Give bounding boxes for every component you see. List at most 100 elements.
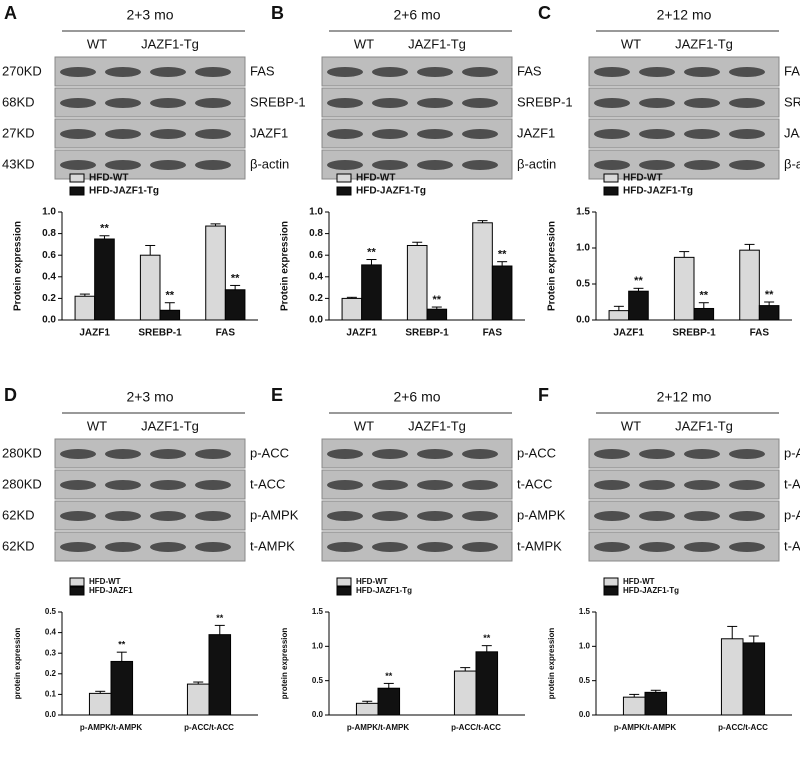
significance: ** [700,290,709,302]
legend-swatch [603,173,619,183]
y-tick-label: 0.5 [312,676,324,685]
legend-label: HFD-WT [356,173,395,184]
y-tick-label: 0.0 [45,710,57,719]
legend-label: HFD-WT [356,577,388,586]
bar [139,254,161,321]
blot-band [417,129,453,139]
blot-band [594,542,630,552]
blot-band [195,129,231,139]
blot-band [729,129,765,139]
significance: ** [100,223,109,235]
y-tick-label: 0.5 [45,607,57,616]
y-tick-label: 0.6 [309,250,323,261]
blot-band [105,129,141,139]
band-name: JAZF1 [250,125,288,140]
x-tick-label: p-AMPK/t-AMPK [80,723,142,732]
legend-label: HFD-JAZF1-Tg [356,586,412,595]
band-name: t-ACC [784,476,800,491]
group-label: WT [87,418,107,433]
legend-swatch [336,577,352,587]
band-name: β-actin [250,156,289,171]
band-name: t-AMPK [250,538,295,553]
band-name: t-AMPK [517,538,562,553]
legend-label: HFD-WT [623,173,662,184]
blot-band [729,67,765,77]
blot-band [684,449,720,459]
bar [453,670,477,716]
significance: ** [231,272,240,284]
blot-band [417,160,453,170]
legend-label: HFD-WT [89,577,121,586]
x-tick-label: SREBP-1 [405,328,449,339]
bar [426,308,448,321]
panel-label: E [271,385,283,405]
blot-band [684,511,720,521]
band-name: p-ACC [517,445,556,460]
y-tick-label: 0.0 [579,710,591,719]
y-tick-label: 0.4 [42,271,56,282]
bar [739,249,760,321]
blot-band [417,542,453,552]
bar [720,638,744,716]
blot-band [150,67,186,77]
blot-band [105,542,141,552]
blot-band [729,160,765,170]
blot-band [327,449,363,459]
bar [186,683,210,716]
y-tick-label: 0.2 [309,293,323,304]
blot-band [105,480,141,490]
blot-band [639,542,675,552]
band-name: SREBP-1 [517,94,573,109]
y-tick-label: 1.0 [579,641,591,650]
y-axis-label: Protein expression [13,221,24,311]
y-tick-label: 0.4 [309,271,323,282]
y-tick-label: 0.0 [309,315,323,326]
blot-band [417,98,453,108]
bar [74,295,96,321]
panel-label: A [4,3,17,23]
bar [208,634,232,716]
band-name: SREBP-1 [784,94,800,109]
y-tick-label: 0.8 [309,228,323,239]
blot-band [639,67,675,77]
legend-label: HFD-WT [623,577,655,586]
bar [758,305,780,321]
blot-band [639,480,675,490]
blot-band [105,67,141,77]
blot-band [372,160,408,170]
blot-band [462,129,498,139]
group-label: WT [354,36,374,51]
significance: ** [634,275,643,287]
blot-band [60,160,96,170]
x-tick-label: FAS [216,328,236,339]
band-name: t-AMPK [784,538,800,553]
x-tick-label: p-ACC/t-ACC [718,723,768,732]
blot-band [729,542,765,552]
y-tick-label: 1.0 [576,243,590,254]
y-axis-label: protein expression [547,628,556,700]
blot-band [684,98,720,108]
band-size: 280KD [2,476,42,491]
bar [608,310,630,321]
panel-label: F [538,385,549,405]
bar [491,265,513,321]
legend-swatch [603,586,619,596]
blot-band [684,67,720,77]
band-name: JAZF1 [517,125,555,140]
legend-label: HFD-JAZF1-Tg [623,586,679,595]
blot-title: 2+6 mo [393,7,440,23]
band-size: 27KD [2,125,35,140]
bar [205,225,226,321]
blot-title: 2+12 mo [657,7,712,23]
band-size: 62KD [2,507,35,522]
x-tick-label: FAS [750,328,770,339]
blot-title: 2+12 mo [657,389,712,405]
blot-band [729,480,765,490]
legend-swatch [69,586,85,596]
blot-band [372,449,408,459]
blot-band [60,449,96,459]
group-label: WT [354,418,374,433]
blot-band [639,511,675,521]
band-name: p-AMPK [784,507,800,522]
blot-band [60,129,96,139]
